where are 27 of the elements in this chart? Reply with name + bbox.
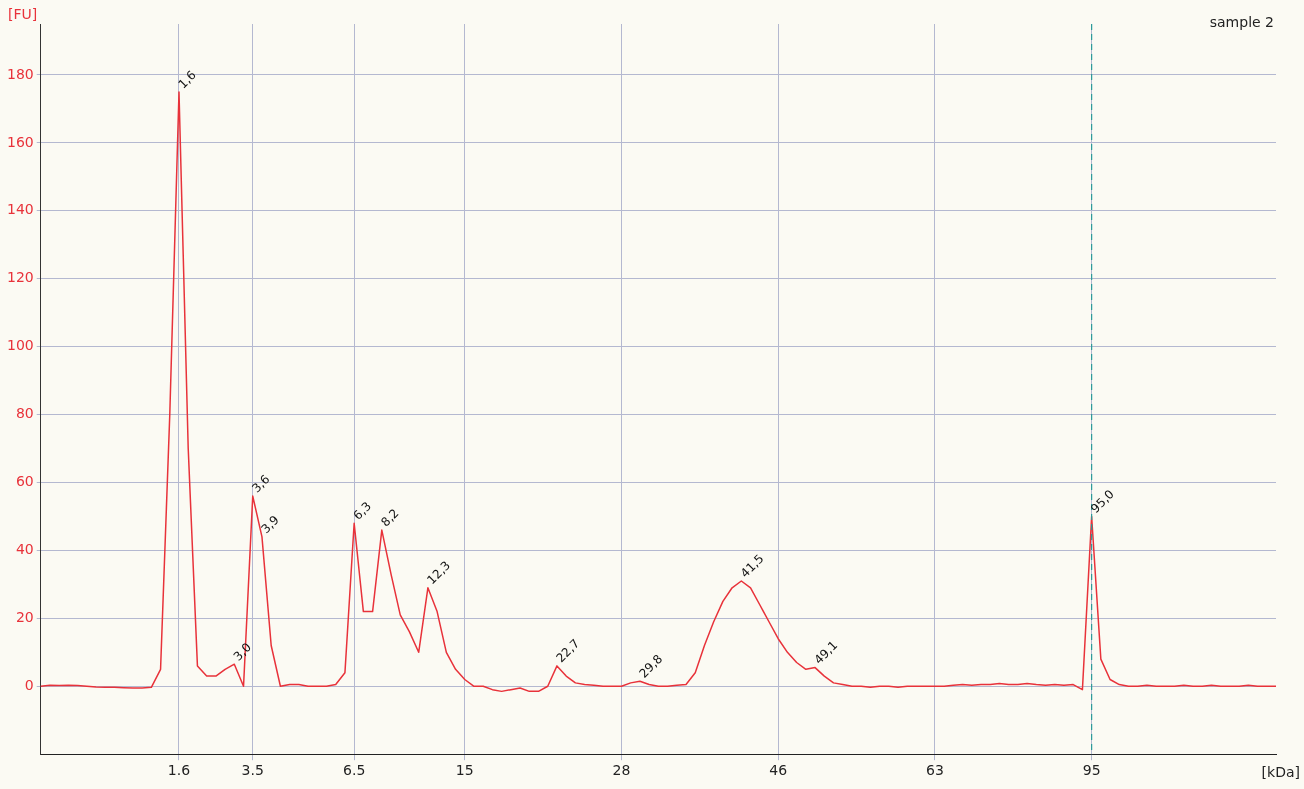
x-tick-label: 1.6 (167, 762, 191, 779)
annotation: 3,0 (230, 640, 255, 664)
y-tick-label: 40 (15, 541, 34, 558)
chart-title: sample 2 (1209, 13, 1274, 30)
y-tick-label: 80 (15, 405, 34, 422)
y-tick-label: 60 (15, 473, 34, 490)
y-tick-label: 100 (6, 337, 34, 354)
annotation: 8,2 (378, 505, 402, 530)
annotation: 3,9 (258, 512, 282, 537)
y-tick-label: 140 (6, 201, 34, 218)
x-tick-label: 95 (1082, 762, 1101, 779)
annotation: 1,6 (175, 67, 199, 92)
y-tick-label: 120 (6, 269, 34, 286)
x-axis-title: [kDa] (1261, 763, 1300, 780)
y-axis-title: [FU] (8, 5, 38, 22)
x-tick-label: 46 (769, 762, 788, 779)
x-tick-label: 3.5 (241, 762, 264, 779)
y-tick-label: 160 (6, 133, 34, 150)
y-tick-label: 20 (15, 608, 34, 625)
x-tick-label: 63 (926, 762, 944, 779)
x-tick-label: 6.5 (343, 762, 366, 779)
y-tick-label: 180 (6, 65, 34, 82)
x-tick-label: 15 (455, 762, 474, 779)
annotation: 3,6 (249, 472, 273, 496)
x-tick-label: 28 (612, 762, 631, 779)
annotation: 6,3 (350, 499, 374, 523)
y-tick-label: 0 (24, 676, 34, 693)
